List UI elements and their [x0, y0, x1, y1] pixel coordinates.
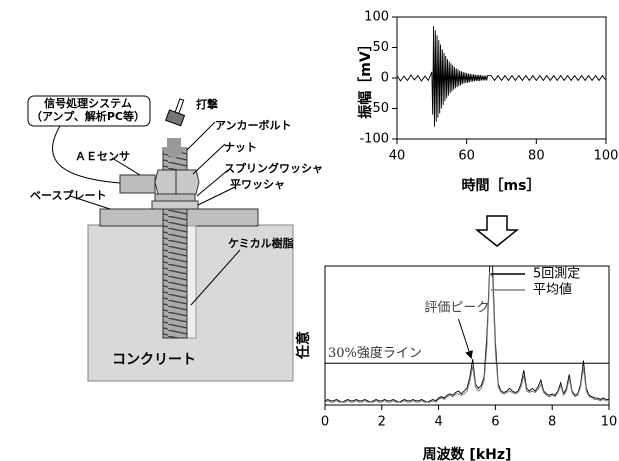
flat-washer	[152, 201, 198, 209]
annotation: 評価ピーク	[424, 301, 489, 316]
concrete-label: コンクリート	[112, 352, 196, 368]
y-axis-label: 任意	[295, 331, 312, 360]
hammer	[166, 97, 190, 126]
annotation-arrow	[458, 319, 471, 358]
nut	[155, 170, 199, 194]
base-plate-label: ベースプレート	[30, 188, 106, 202]
system-label: 信号処理システム	[44, 96, 132, 110]
x-tick-label: 80	[528, 149, 545, 164]
nut-label: ナット	[224, 141, 257, 154]
bolt-label: アンカーボルト	[215, 118, 292, 132]
spring-washer-label: スプリングワッシャ	[224, 161, 323, 175]
flat-washer-label: 平ワッシャ	[230, 178, 285, 191]
x-axis-label: 時間［ms］	[462, 177, 541, 194]
hammer-label: 打撃	[196, 97, 218, 111]
flow-arrow	[477, 216, 517, 246]
x-tick-label: 100	[594, 149, 619, 164]
x-tick-label: 6	[491, 415, 499, 430]
x-tick-label: 60	[458, 149, 475, 164]
resin-label: ケミカル樹脂	[228, 236, 294, 250]
series-line	[397, 26, 606, 127]
threshold-label: 30%強度ライン	[328, 345, 422, 361]
y-tick-label: -100	[359, 132, 389, 147]
sensor-label: ＡＥセンサ	[75, 150, 130, 163]
plot-frame	[397, 17, 606, 139]
y-tick-label: 100	[364, 10, 389, 25]
x-tick-label: 8	[548, 415, 556, 430]
figure: 信号処理システム （アンプ、解析PC等） 打撃 アンカーボルト ナット スプリン…	[0, 0, 619, 461]
x-tick-label: 4	[434, 415, 442, 430]
y-tick-label: 0	[381, 71, 389, 86]
x-tick-label: 2	[378, 415, 386, 430]
x-tick-label: 10	[601, 415, 618, 430]
x-axis-label: 周波数 [kHz]	[423, 446, 512, 461]
x-tick-label: 40	[389, 149, 406, 164]
system-label: （アンプ、解析PC等）	[31, 109, 145, 123]
legend-label: 5回測定	[533, 267, 580, 282]
y-tick-label: 50	[372, 40, 389, 55]
y-axis-label: 振幅［mV］	[357, 37, 374, 118]
ae-sensor	[120, 175, 155, 193]
x-tick-label: 0	[321, 415, 329, 430]
diagram: 信号処理システム （アンプ、解析PC等） 打撃 アンカーボルト ナット スプリン…	[28, 96, 323, 381]
spring-washer	[155, 194, 195, 201]
legend-label: 平均値	[533, 282, 572, 298]
